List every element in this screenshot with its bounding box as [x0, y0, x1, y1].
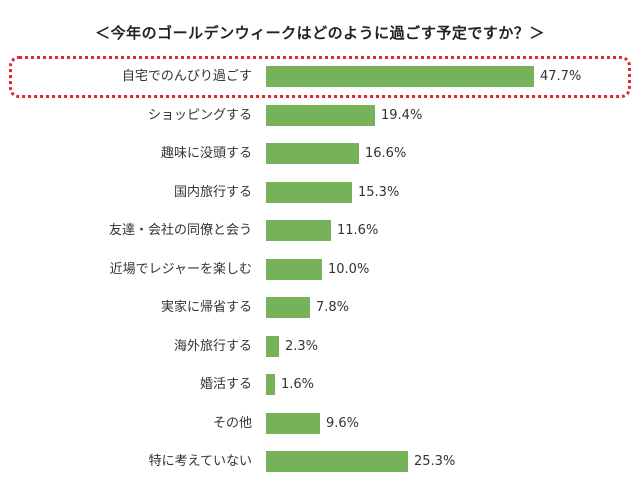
value-label: 11.6% [337, 223, 379, 238]
bar-row: 婚活する 1.6% [0, 374, 640, 396]
category-label: 海外旅行する [173, 339, 252, 354]
value-label: 19.4% [381, 108, 423, 123]
bar [266, 66, 534, 87]
bar-row: 海外旅行する 2.3% [0, 336, 640, 358]
bar-row: 自宅でのんびり過ごす 47.7% [0, 66, 640, 88]
bar [266, 297, 310, 318]
value-label: 47.7% [540, 69, 582, 84]
value-label: 25.3% [414, 454, 456, 469]
category-label: その他 [212, 416, 252, 431]
category-label: 婚活する [199, 377, 252, 392]
category-label: 実家に帰省する [160, 300, 252, 315]
chart-title: ＜今年のゴールデンウィークはどのように過ごす予定ですか？＞ [95, 24, 545, 42]
category-label: 自宅でのんびり過ごす [121, 69, 252, 84]
bar-row: 趣味に没頭する 16.6% [0, 143, 640, 165]
bar [266, 336, 279, 357]
bar [266, 105, 375, 126]
bar [266, 143, 359, 164]
bar-row: 国内旅行する 15.3% [0, 182, 640, 204]
bar-row: 特に考えていない 25.3% [0, 451, 640, 473]
bar [266, 259, 322, 280]
bar-row: 近場でレジャーを楽しむ 10.0% [0, 259, 640, 281]
bar [266, 451, 408, 472]
value-label: 15.3% [358, 185, 400, 200]
bar-row: ショッピングする 19.4% [0, 105, 640, 127]
value-label: 16.6% [365, 146, 407, 161]
value-label: 9.6% [326, 416, 360, 431]
bar [266, 182, 352, 203]
bar-row: その他 9.6% [0, 413, 640, 435]
value-label: 1.6% [281, 377, 315, 392]
category-label: 友達・会社の同僚と会う [108, 223, 252, 238]
highlight-box [9, 56, 631, 98]
category-label: 国内旅行する [173, 185, 252, 200]
category-label: 趣味に没頭する [160, 146, 252, 161]
bar [266, 220, 331, 241]
value-label: 7.8% [316, 300, 350, 315]
bar-row: 実家に帰省する 7.8% [0, 297, 640, 319]
category-label: 近場でレジャーを楽しむ [109, 262, 252, 277]
bar-row: 友達・会社の同僚と会う 11.6% [0, 220, 640, 242]
bar [266, 374, 275, 395]
bar [266, 413, 320, 434]
category-label: 特に考えていない [148, 454, 252, 469]
value-label: 2.3% [285, 339, 319, 354]
value-label: 10.0% [328, 262, 370, 277]
category-label: ショッピングする [147, 108, 252, 123]
